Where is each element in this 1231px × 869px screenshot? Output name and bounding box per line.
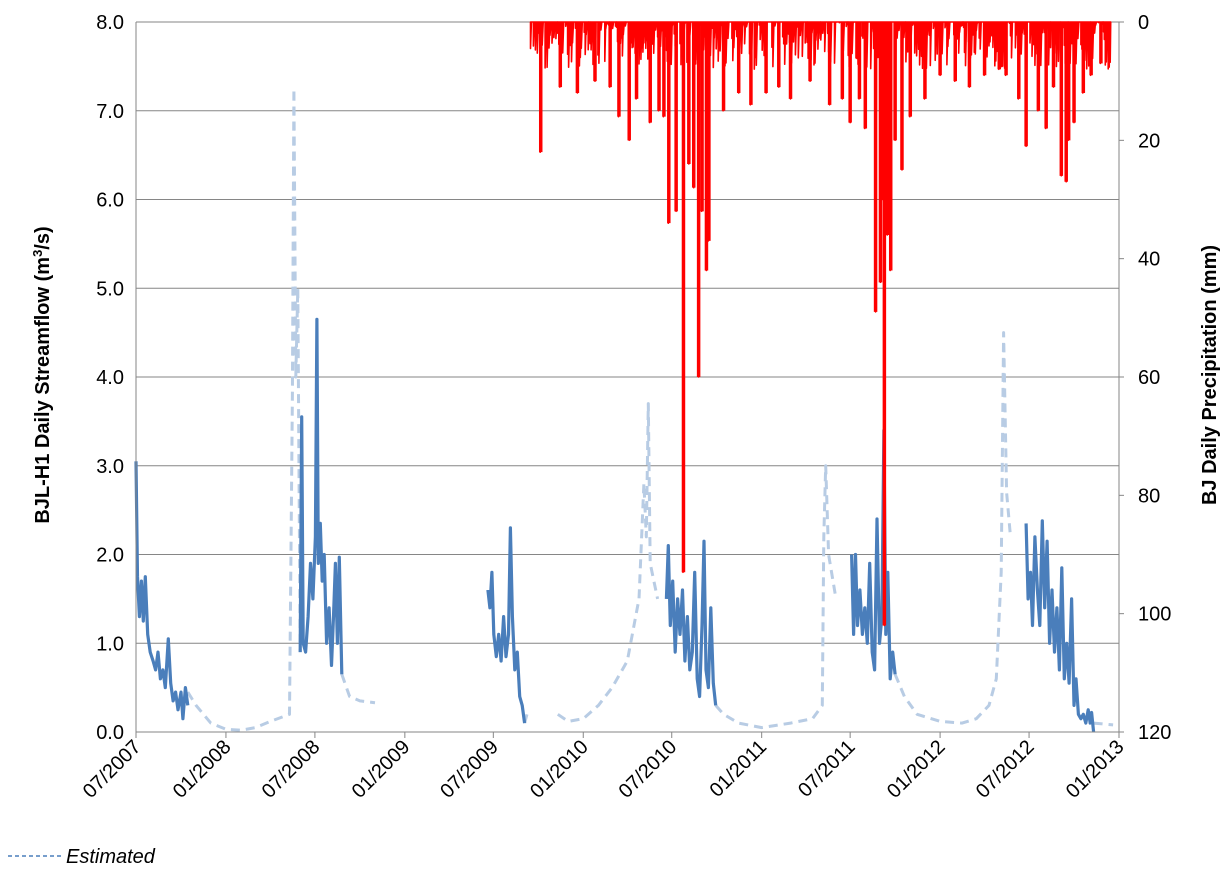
x-tick-label: 07/2011	[794, 736, 860, 802]
legend-estimated-label: Estimated	[66, 846, 156, 868]
y-tick-label: 6.0	[96, 190, 124, 212]
y-tick-label: 2.0	[96, 545, 124, 567]
x-tick-label: 07/2012	[972, 736, 1039, 803]
precipitation-series	[529, 21, 1112, 627]
observed-flow-line	[134, 461, 190, 721]
y2-tick-label: 0	[1138, 12, 1149, 34]
y-tick-label: 0.0	[96, 722, 124, 744]
x-tick-label: 07/2007	[79, 736, 146, 803]
legend: Estimated	[8, 846, 156, 868]
estimated-flow-line	[893, 331, 1012, 725]
x-tick-label: 07/2008	[258, 736, 325, 803]
y2-tick-label: 40	[1138, 249, 1160, 271]
tick-labels: 0.0 1.0 2.0 3.0 4.0 5.0 6.0 7.0 8.0 0 20 40 60 80 100 1…	[79, 12, 1172, 803]
observed-flow-line	[850, 428, 897, 681]
y2-tick-label: 100	[1138, 604, 1171, 626]
estimated-flow-line	[556, 402, 660, 723]
y-axis-title: BJL-H1 Daily Streamflow (m3/s)	[30, 226, 55, 523]
estimated-flow-line	[186, 87, 302, 732]
y2-tick-label: 80	[1138, 485, 1160, 507]
x-tick-label: 01/2008	[169, 736, 236, 803]
x-tick-label: 01/2009	[348, 736, 415, 803]
observed-series	[134, 317, 1096, 733]
estimated-flow-line	[340, 673, 376, 705]
y-tick-label: 1.0	[96, 633, 124, 655]
x-tick-label: 01/2010	[526, 736, 593, 803]
y2-tick-label: 120	[1138, 722, 1171, 744]
estimated-flow-line	[1093, 721, 1114, 727]
estimated-flow-line	[714, 464, 838, 730]
y-tick-label: 5.0	[96, 278, 124, 300]
y-tick-label: 3.0	[96, 456, 124, 478]
observed-flow-line	[298, 317, 344, 675]
y-axis-title-main: BJL-H1 Daily Streamflow (m	[32, 257, 54, 524]
y2-tick-label: 60	[1138, 367, 1160, 389]
y-axis-title-end: /s)	[32, 226, 54, 249]
x-tick-label: 07/2009	[436, 736, 503, 803]
y2-axis-title: BJ Daily Precipitation (mm)	[1199, 245, 1221, 505]
axes	[135, 21, 1124, 738]
observed-flow-line	[664, 539, 718, 706]
x-tick-label: 01/2011	[706, 736, 772, 802]
y-tick-label: 8.0	[96, 12, 124, 34]
y2-tick-label: 20	[1138, 130, 1160, 152]
y-tick-label: 4.0	[96, 367, 124, 389]
y-axis-title-superscript: 3	[30, 250, 45, 257]
x-tick-label: 01/2012	[883, 736, 950, 803]
observed-flow-line	[1024, 519, 1096, 733]
x-tick-label: 01/2013	[1062, 736, 1129, 803]
x-tick-label: 07/2010	[615, 736, 682, 803]
observed-flow-line	[486, 526, 527, 724]
y-tick-label: 7.0	[96, 101, 124, 123]
